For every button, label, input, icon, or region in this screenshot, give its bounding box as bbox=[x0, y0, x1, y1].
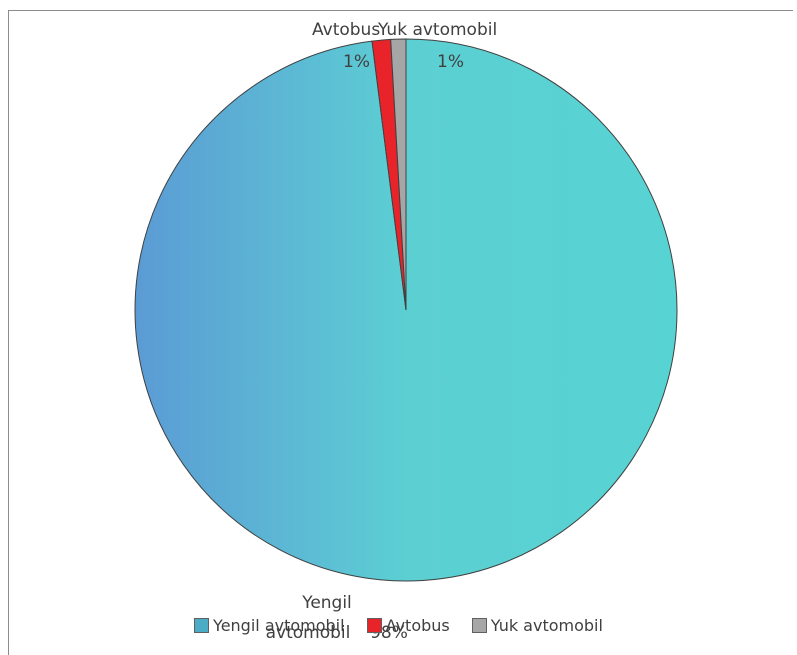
slice-label-name-1: Avtobus bbox=[312, 20, 380, 40]
legend-item-yengil: Yengil avtomobil bbox=[194, 616, 345, 635]
legend-swatch bbox=[194, 617, 210, 633]
legend-label: Yuk avtomobil bbox=[490, 615, 603, 635]
legend-item-avtobus: Avtobus bbox=[366, 615, 450, 635]
chart-area bbox=[8, 10, 793, 655]
legend-label: Avtobus bbox=[385, 615, 450, 635]
legend-swatch bbox=[471, 617, 487, 633]
slice-label-name-0-line1: Yengil bbox=[301, 593, 352, 613]
legend-item-yuk: Yuk avtomobil bbox=[471, 615, 603, 635]
pie-slices bbox=[134, 38, 678, 582]
legend-swatch bbox=[366, 617, 382, 633]
pie-slice-yuk bbox=[390, 38, 407, 311]
slice-label-value-2: 1% bbox=[437, 52, 464, 72]
slice-label-value-1: 1% bbox=[343, 52, 370, 72]
legend-label: Yengil avtomobil bbox=[213, 615, 345, 635]
slice-label-name-2: Yuk avtomobil bbox=[377, 20, 497, 40]
chart-legend: Yengil avtomobil Avtobus Yuk avtomobil bbox=[0, 612, 797, 638]
slice-label-name-0-line2: avtomobil bbox=[266, 623, 351, 643]
